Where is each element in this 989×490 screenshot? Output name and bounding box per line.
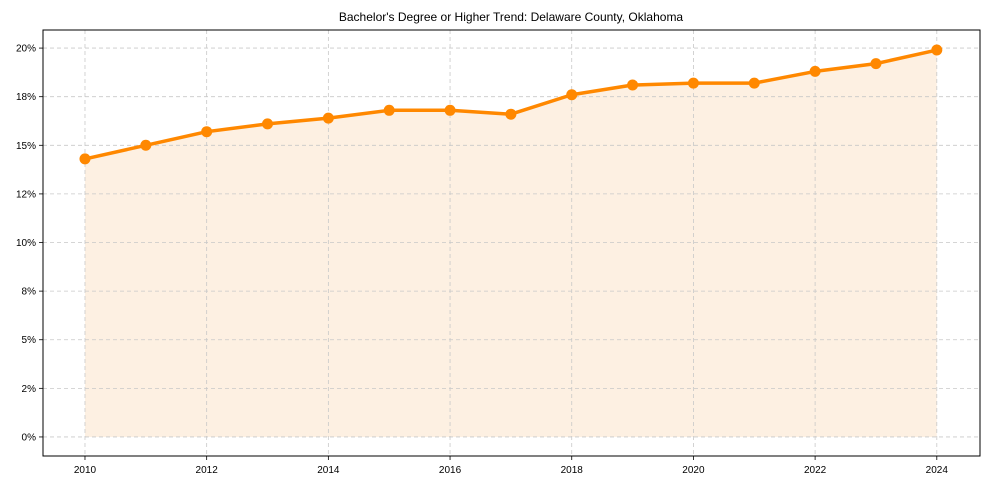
x-tick-label: 2012 [196, 465, 219, 476]
y-tick-label: 18% [16, 92, 36, 103]
y-tick-label: 20% [16, 44, 36, 55]
area-fill [84, 50, 937, 437]
y-tick-label: 12% [16, 189, 36, 200]
y-tick-label: 5% [22, 335, 37, 346]
x-tick-label: 2024 [926, 465, 949, 476]
plot-area: 0% 2% 5% 8% 10% 12% 15% 18% 20% 2010 2012 2014 2016 2… [16, 29, 981, 476]
data-point-marker [201, 126, 213, 138]
x-tick-label: 2014 [317, 465, 340, 476]
data-point-marker [262, 118, 274, 130]
x-tick-label: 2018 [561, 465, 584, 476]
chart-title: Bachelor's Degree or Higher Trend: Delaw… [339, 10, 684, 24]
y-tick-label: 8% [22, 287, 37, 298]
data-point-marker [809, 65, 821, 77]
data-point-marker [566, 89, 578, 101]
data-point-marker [748, 77, 760, 89]
y-tick-label: 10% [16, 238, 36, 249]
data-point-marker [870, 58, 882, 70]
x-tick-label: 2016 [439, 465, 462, 476]
data-point-marker [140, 139, 152, 151]
data-point-marker [931, 44, 943, 56]
data-point-marker [627, 79, 639, 91]
data-point-marker [687, 77, 699, 89]
y-tick-label: 15% [16, 141, 36, 152]
data-point-marker [79, 153, 91, 165]
data-point-marker [322, 112, 334, 124]
data-point-marker [505, 108, 517, 120]
axes-frame [42, 29, 981, 457]
data-point-marker [383, 104, 395, 116]
y-tick-label: 0% [22, 432, 37, 443]
data-point-marker [444, 104, 456, 116]
x-tick-label: 2020 [682, 465, 705, 476]
x-tick-label: 2022 [804, 465, 827, 476]
y-tick-label: 2% [22, 384, 37, 395]
x-tick-label: 2010 [74, 465, 97, 476]
